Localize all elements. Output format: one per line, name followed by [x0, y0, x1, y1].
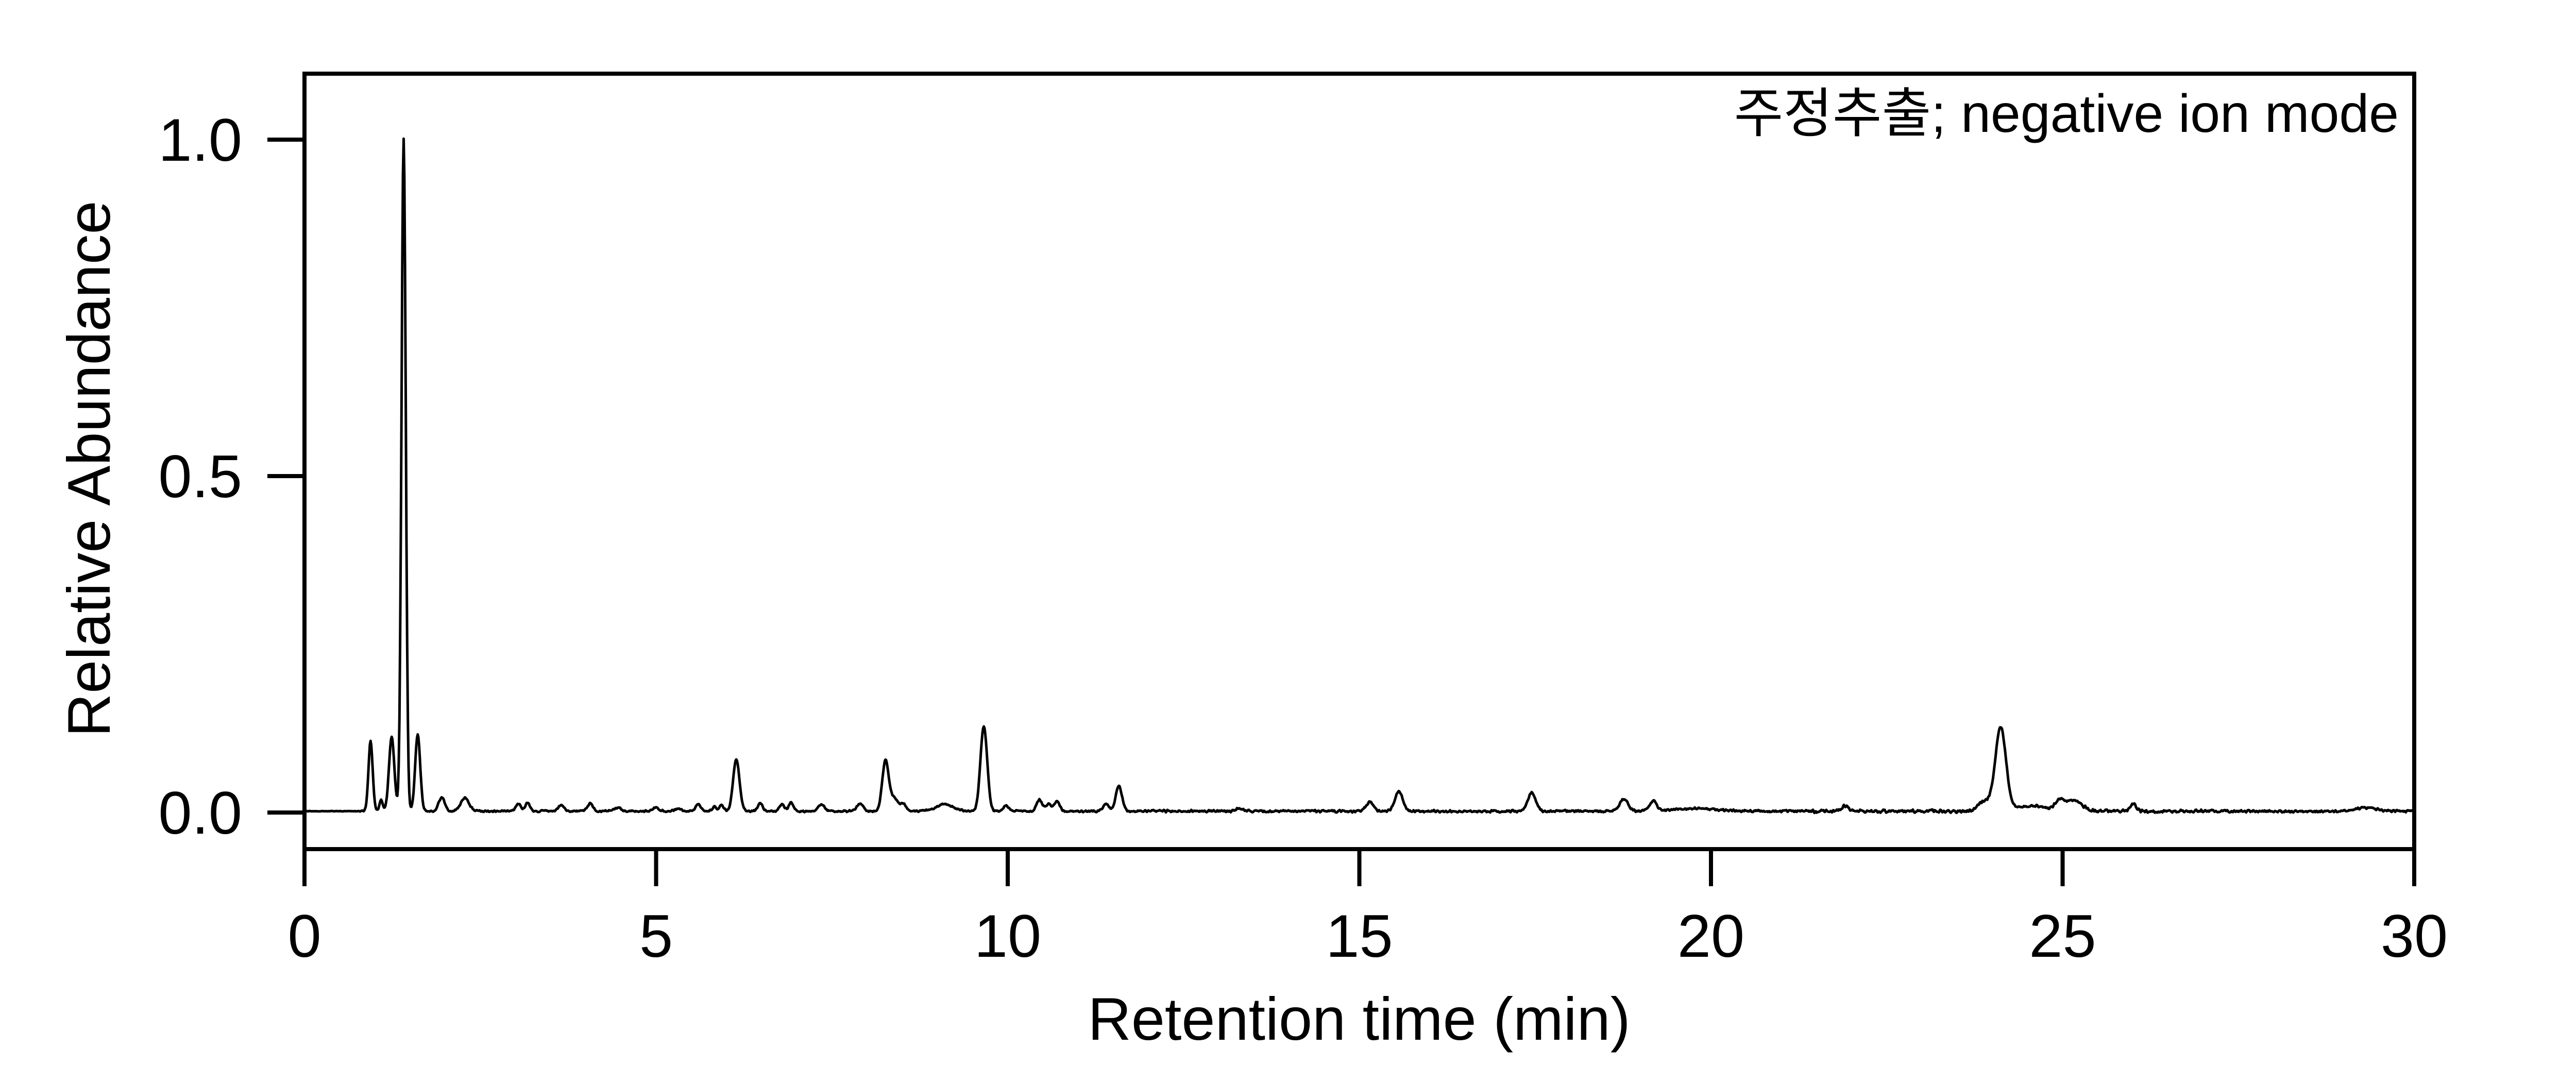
- x-tick-label: 25: [2029, 902, 2096, 970]
- x-tick-label: 20: [1677, 902, 1744, 970]
- x-tick-label: 5: [639, 902, 673, 970]
- x-tick-label: 30: [2381, 902, 2448, 970]
- x-axis-title: Retention time (min): [1088, 985, 1630, 1053]
- x-tick-label: 15: [1326, 902, 1393, 970]
- y-axis-tick-labels: 0.0 0.5 1.0: [158, 106, 242, 847]
- y-tick-label: 1.0: [158, 106, 242, 174]
- plot-border: [302, 72, 2416, 851]
- x-axis-tick-labels: 0 5 10 15 20 25 30: [287, 902, 2448, 970]
- x-tick-label: 10: [974, 902, 1041, 970]
- plot-annotation: 주정추출; negative ion mode: [1734, 84, 2399, 144]
- chromatogram-trace: [303, 137, 2416, 815]
- x-axis-ticks: [302, 849, 2416, 886]
- y-tick-label: 0.0: [158, 779, 242, 847]
- y-axis-title: Relative Abundance: [55, 201, 123, 737]
- y-tick-label: 0.5: [158, 443, 242, 510]
- y-axis-ticks: [267, 138, 304, 815]
- x-tick-label: 0: [287, 902, 321, 970]
